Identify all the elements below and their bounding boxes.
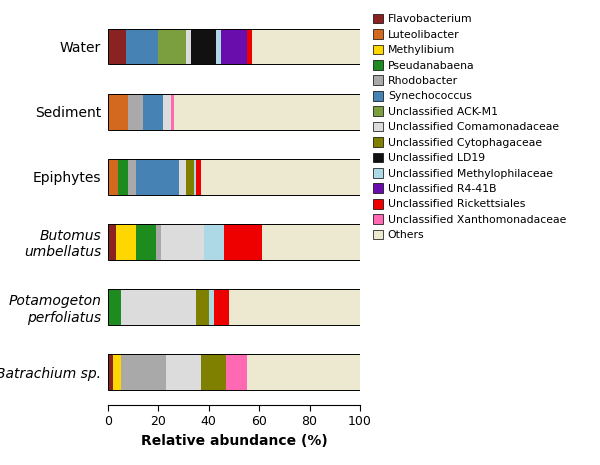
Bar [108, 94, 360, 129]
Bar [108, 354, 360, 390]
Bar [179, 159, 186, 195]
Bar [113, 354, 121, 390]
Bar [108, 224, 360, 259]
Bar [128, 159, 136, 195]
Bar [158, 29, 186, 65]
Bar [143, 94, 163, 129]
Bar [217, 29, 221, 65]
Bar [108, 159, 360, 195]
Bar [108, 354, 113, 390]
Bar [108, 29, 125, 65]
Bar [166, 354, 201, 390]
Bar [125, 29, 158, 65]
Bar [136, 224, 156, 259]
Bar [173, 94, 360, 129]
Bar [201, 159, 360, 195]
Bar [196, 289, 209, 325]
Bar [121, 289, 196, 325]
Bar [251, 29, 360, 65]
Bar [229, 289, 360, 325]
Bar [108, 289, 360, 325]
Bar [156, 224, 161, 259]
Bar [209, 289, 214, 325]
Bar [191, 29, 217, 65]
Bar [262, 224, 360, 259]
Bar [136, 159, 179, 195]
Bar [108, 94, 128, 129]
Bar [201, 354, 226, 390]
Bar [121, 354, 166, 390]
Bar [128, 94, 143, 129]
Bar [108, 29, 360, 65]
X-axis label: Relative abundance (%): Relative abundance (%) [140, 433, 328, 447]
Bar [186, 29, 191, 65]
Bar [108, 159, 118, 195]
Bar [247, 354, 360, 390]
Bar [186, 159, 194, 195]
Bar [196, 159, 201, 195]
Bar [224, 224, 262, 259]
Bar [171, 94, 173, 129]
Bar [214, 289, 229, 325]
Legend: Flavobacterium, Luteolibacter, Methylibium, Pseudanabaena, Rhodobacter, Synechoc: Flavobacterium, Luteolibacter, Methylibi… [370, 12, 568, 243]
Bar [194, 159, 196, 195]
Bar [161, 224, 204, 259]
Bar [163, 94, 171, 129]
Bar [221, 29, 247, 65]
Bar [116, 224, 136, 259]
Bar [108, 289, 121, 325]
Bar [226, 354, 247, 390]
Bar [108, 224, 116, 259]
Bar [247, 29, 251, 65]
Bar [118, 159, 128, 195]
Bar [204, 224, 224, 259]
